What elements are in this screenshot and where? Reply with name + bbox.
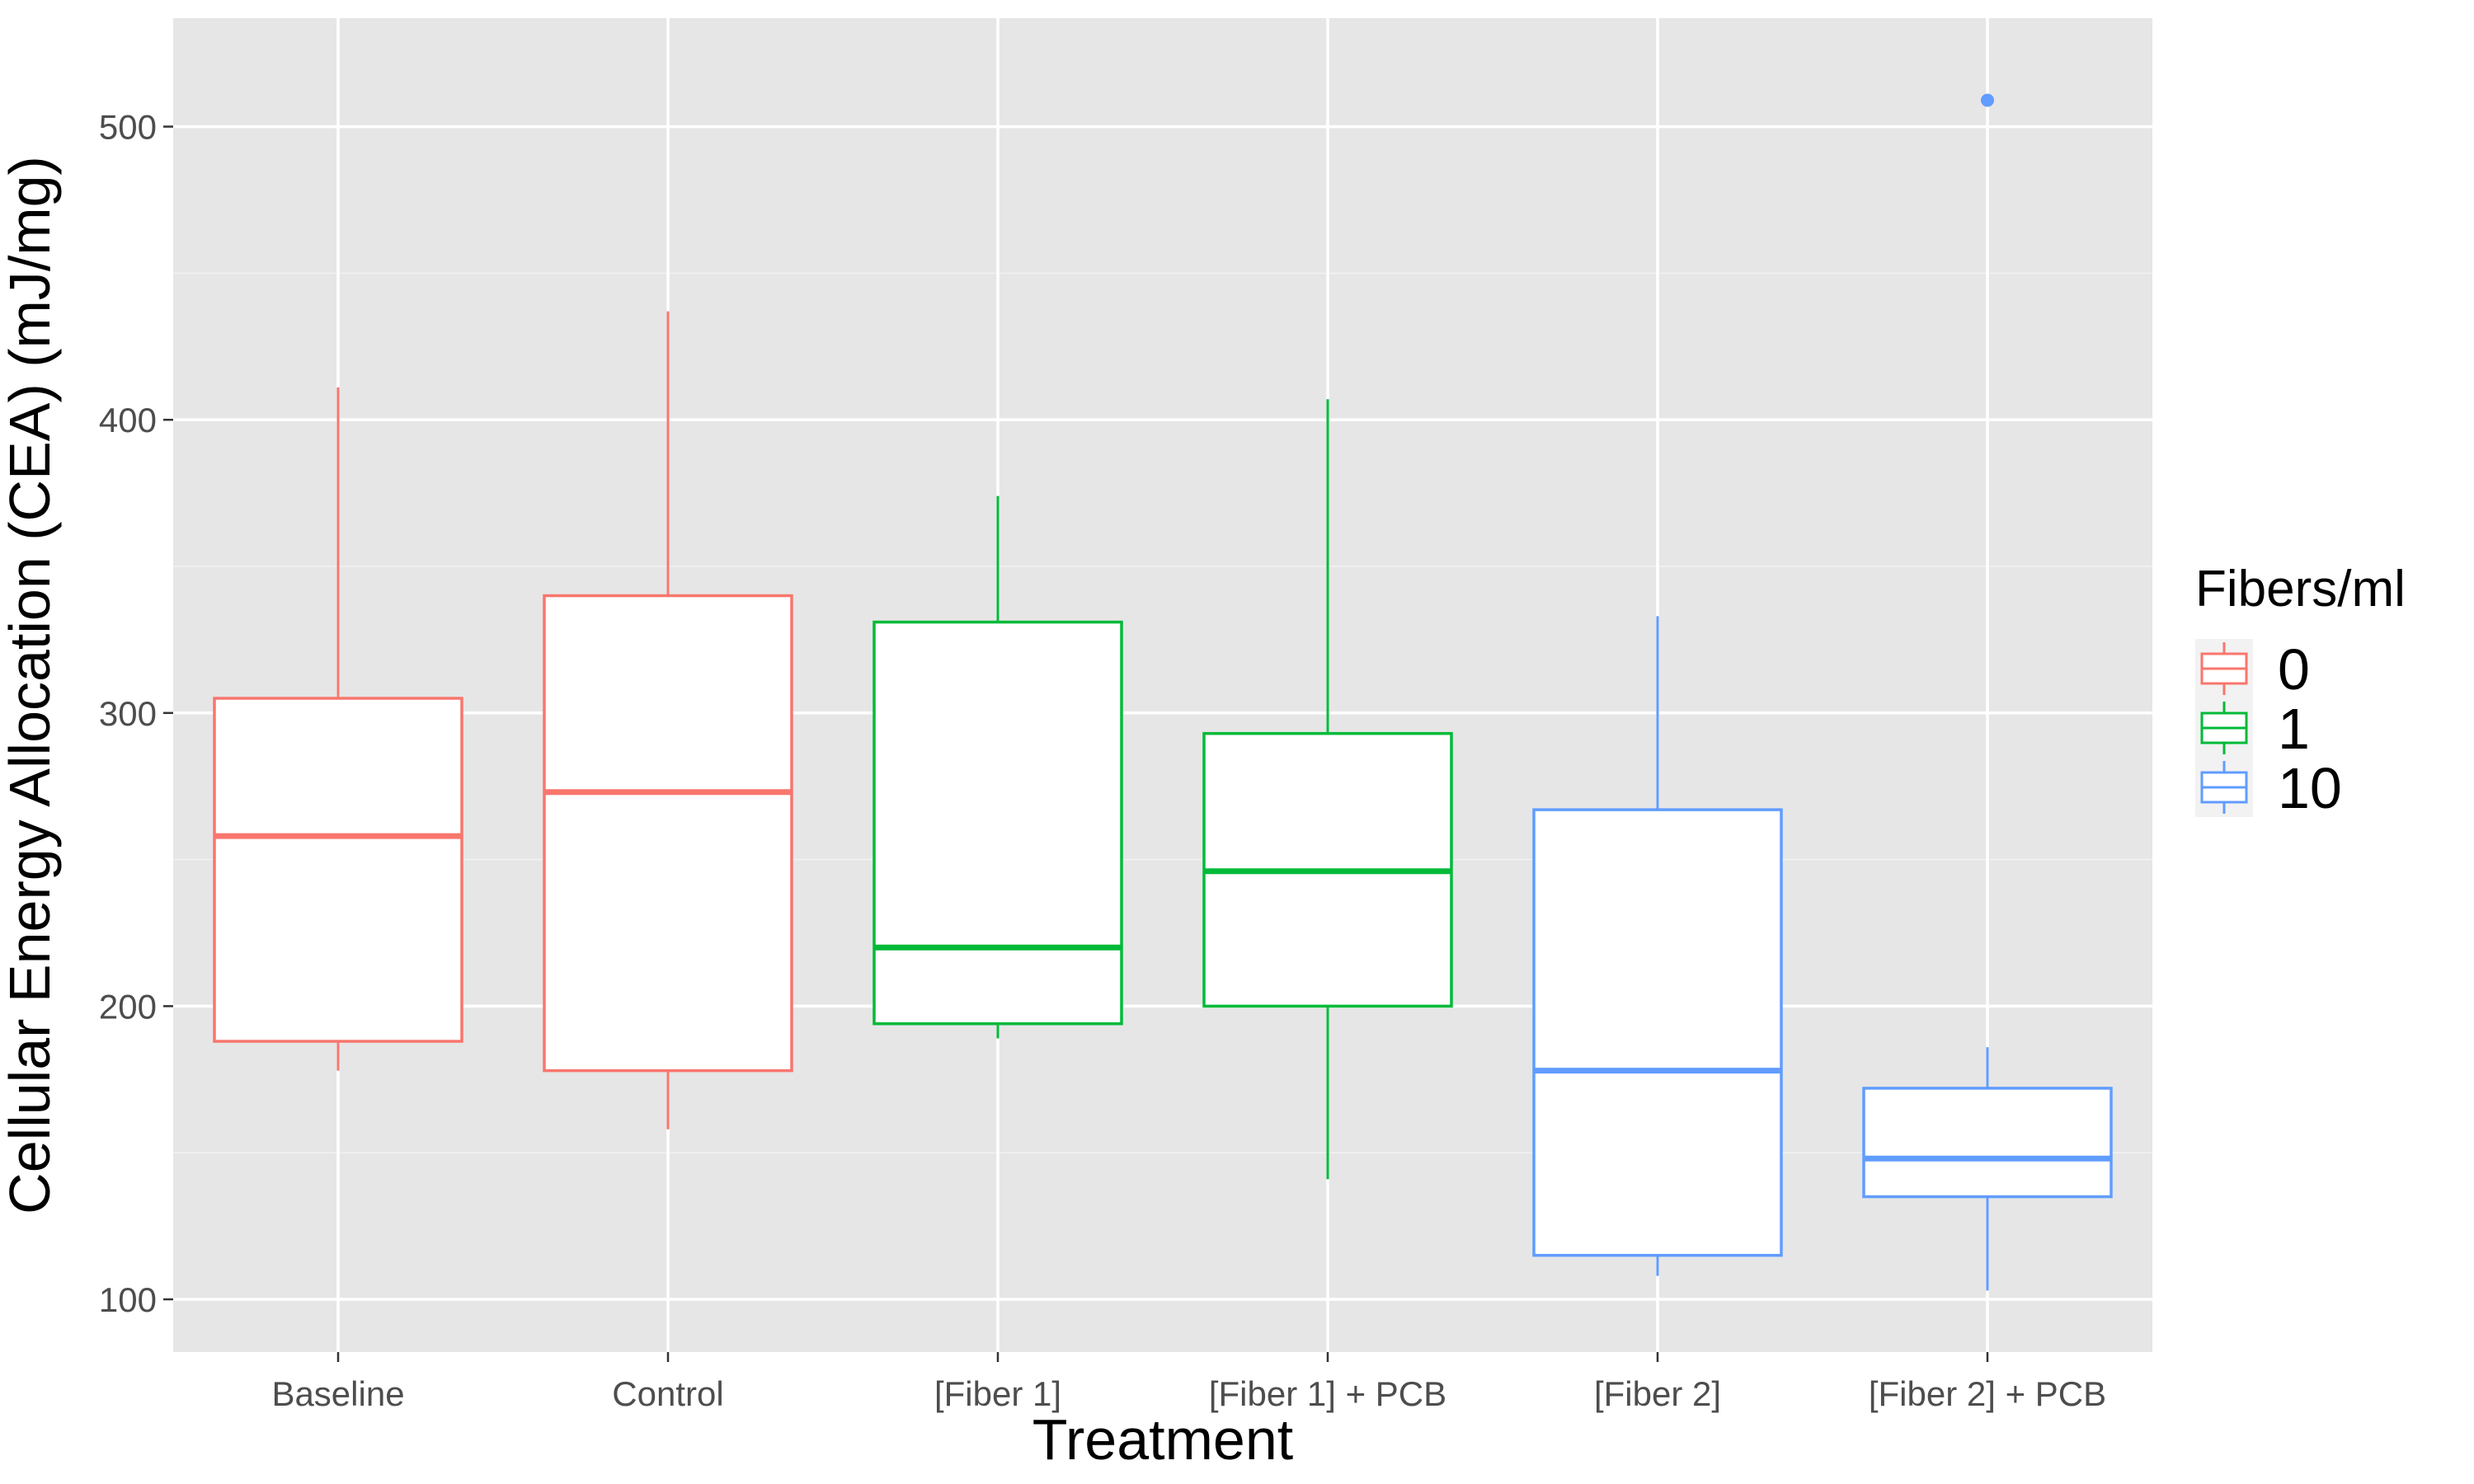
- legend-title: Fibers/ml: [2195, 561, 2406, 618]
- iqr-box: [213, 697, 463, 1043]
- legend-label: 10: [2278, 756, 2342, 820]
- y-tick-label: 300: [99, 694, 157, 733]
- iqr-box: [1862, 1087, 2113, 1199]
- plot-panel: [173, 18, 2152, 1352]
- y-tick-label: 500: [99, 108, 157, 147]
- x-tick-label: Baseline: [271, 1374, 404, 1413]
- y-tick-label: 100: [99, 1280, 157, 1319]
- iqr-box: [543, 594, 793, 1073]
- box-2: [543, 311, 793, 1129]
- legend-entry-0: 0: [2195, 637, 2310, 702]
- x-tick-label: [Fiber 2] + PCB: [1869, 1374, 2106, 1413]
- box-3: [872, 495, 1123, 1039]
- outlier-point: [1981, 93, 1994, 107]
- x-tick-label: Control: [612, 1374, 723, 1413]
- axis-layer: 100 200 300 400 500 Baseline Control [Fiber 1] […: [99, 108, 2106, 1413]
- y-tick-label: 200: [99, 987, 157, 1026]
- x-axis-title: Treatment: [1032, 1407, 1293, 1472]
- box-4: [1202, 399, 1453, 1180]
- legend-label: 1: [2278, 697, 2310, 761]
- iqr-box: [1532, 808, 1783, 1257]
- x-tick-label: [Fiber 2]: [1594, 1374, 1721, 1413]
- x-tick-label: [Fiber 1] + PCB: [1209, 1374, 1446, 1413]
- y-tick-label: 400: [99, 401, 157, 439]
- iqr-box: [872, 620, 1123, 1026]
- box-5: [1532, 616, 1783, 1276]
- x-tick-label: [Fiber 1]: [934, 1374, 1061, 1413]
- y-axis-title: Cellular Energy Allocation (CEA) (mJ/mg): [0, 156, 62, 1214]
- legend-entry-10: 10: [2195, 756, 2342, 820]
- box-1: [213, 387, 463, 1071]
- legend-entry-1: 1: [2195, 697, 2310, 761]
- box-6: [1862, 93, 2113, 1291]
- box-layer: [213, 93, 2113, 1291]
- legend-label: 0: [2278, 637, 2310, 702]
